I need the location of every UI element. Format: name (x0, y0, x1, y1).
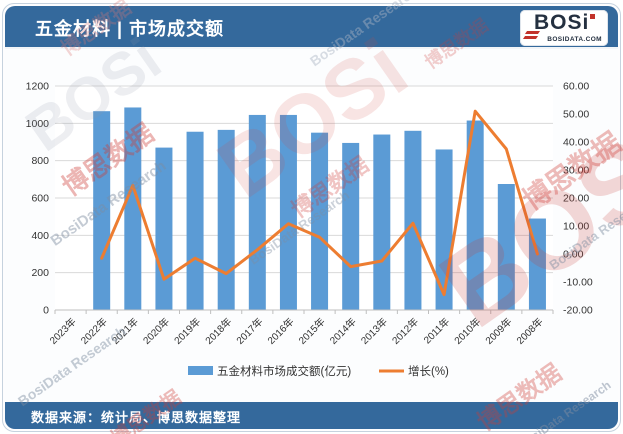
header-bar: 五金材料 | 市场成交额 BOSi BOSIDATA.COM (5, 6, 618, 49)
x-axis-label: 2019年 (171, 315, 203, 347)
left-axis-label: 1000 (26, 118, 50, 130)
right-axis-label: 20.00 (563, 193, 589, 205)
bar-2013年 (373, 134, 391, 310)
bar-2012年 (404, 130, 422, 310)
logo-i-dot-icon (590, 14, 595, 19)
right-axis-label: 60.00 (563, 81, 589, 93)
x-axis-label: 2008年 (514, 315, 546, 347)
left-axis-label: 400 (31, 230, 49, 242)
legend-bar-swatch (188, 366, 213, 375)
right-axis-label: -20.00 (563, 305, 593, 317)
right-axis-label: 10.00 (563, 221, 589, 233)
bar-2020年 (155, 147, 173, 310)
bar-2015年 (311, 132, 329, 310)
x-axis-label: 2017年 (233, 315, 265, 347)
x-axis-label: 2012年 (389, 315, 421, 347)
x-axis-label: 2011年 (421, 315, 452, 346)
bar-2014年 (342, 142, 360, 310)
x-axis-label: 2015年 (296, 315, 328, 347)
x-axis-label: 2022年 (78, 315, 110, 347)
footer-bar: 数据来源：统计局、博思数据整理 (5, 402, 618, 429)
right-axis-label: 50.00 (563, 109, 589, 121)
legend-line-label: 增长(%) (408, 364, 449, 378)
chart-body: 1200 1000 800 600 400 200 0 60.00 50.00 40.00 30.0… (5, 49, 618, 402)
left-axis-label: 600 (31, 193, 49, 205)
logo-domain: BOSIDATA.COM (547, 36, 602, 43)
x-axis-label: 2013年 (358, 315, 390, 347)
logo-wordmark: BOSi (534, 11, 590, 34)
x-axis-label: 2023年 (47, 315, 79, 347)
x-axis-label: 2018年 (202, 315, 234, 347)
x-axis-label: 2021年 (109, 315, 141, 347)
bar-2016年 (279, 114, 297, 310)
right-axis-label: 40.00 (563, 137, 589, 149)
right-axis-label: 0.00 (563, 249, 584, 261)
legend-bar-label: 五金材料市场成交额(亿元) (217, 364, 351, 378)
left-axis-label: 1200 (26, 81, 50, 93)
bar-2009年 (497, 184, 515, 310)
page-title: 五金材料 | 市场成交额 (35, 19, 225, 39)
bar-2017年 (248, 114, 266, 310)
report-card: 五金材料 | 市场成交额 BOSi BOSIDATA.COM 1200 1000 8… (2, 3, 621, 432)
left-axis-label: 0 (43, 305, 49, 317)
left-axis-label: 800 (31, 155, 49, 167)
bar-2010年 (466, 120, 484, 311)
growth-line (100, 109, 539, 297)
left-axis-label: 200 (31, 267, 49, 279)
data-source-text: 数据来源：统计局、博思数据整理 (31, 410, 242, 425)
x-axis-label: 2020年 (140, 315, 172, 347)
bosi-logo: BOSi BOSIDATA.COM (520, 10, 608, 46)
x-axis-label: 2010年 (451, 315, 483, 347)
bar-2019年 (186, 131, 204, 310)
bar-2018年 (217, 129, 235, 310)
right-axis-label: -10.00 (563, 277, 593, 289)
bar-2022年 (93, 111, 111, 310)
x-axis-label: 2009年 (482, 315, 514, 347)
bar-2021年 (124, 107, 142, 310)
x-axis-label: 2014年 (327, 315, 359, 347)
x-axis-label: 2016年 (265, 315, 297, 347)
combo-chart: 1200 1000 800 600 400 200 0 60.00 50.00 40.00 30.0… (26, 81, 593, 379)
right-axis-label: 30.00 (563, 165, 589, 177)
